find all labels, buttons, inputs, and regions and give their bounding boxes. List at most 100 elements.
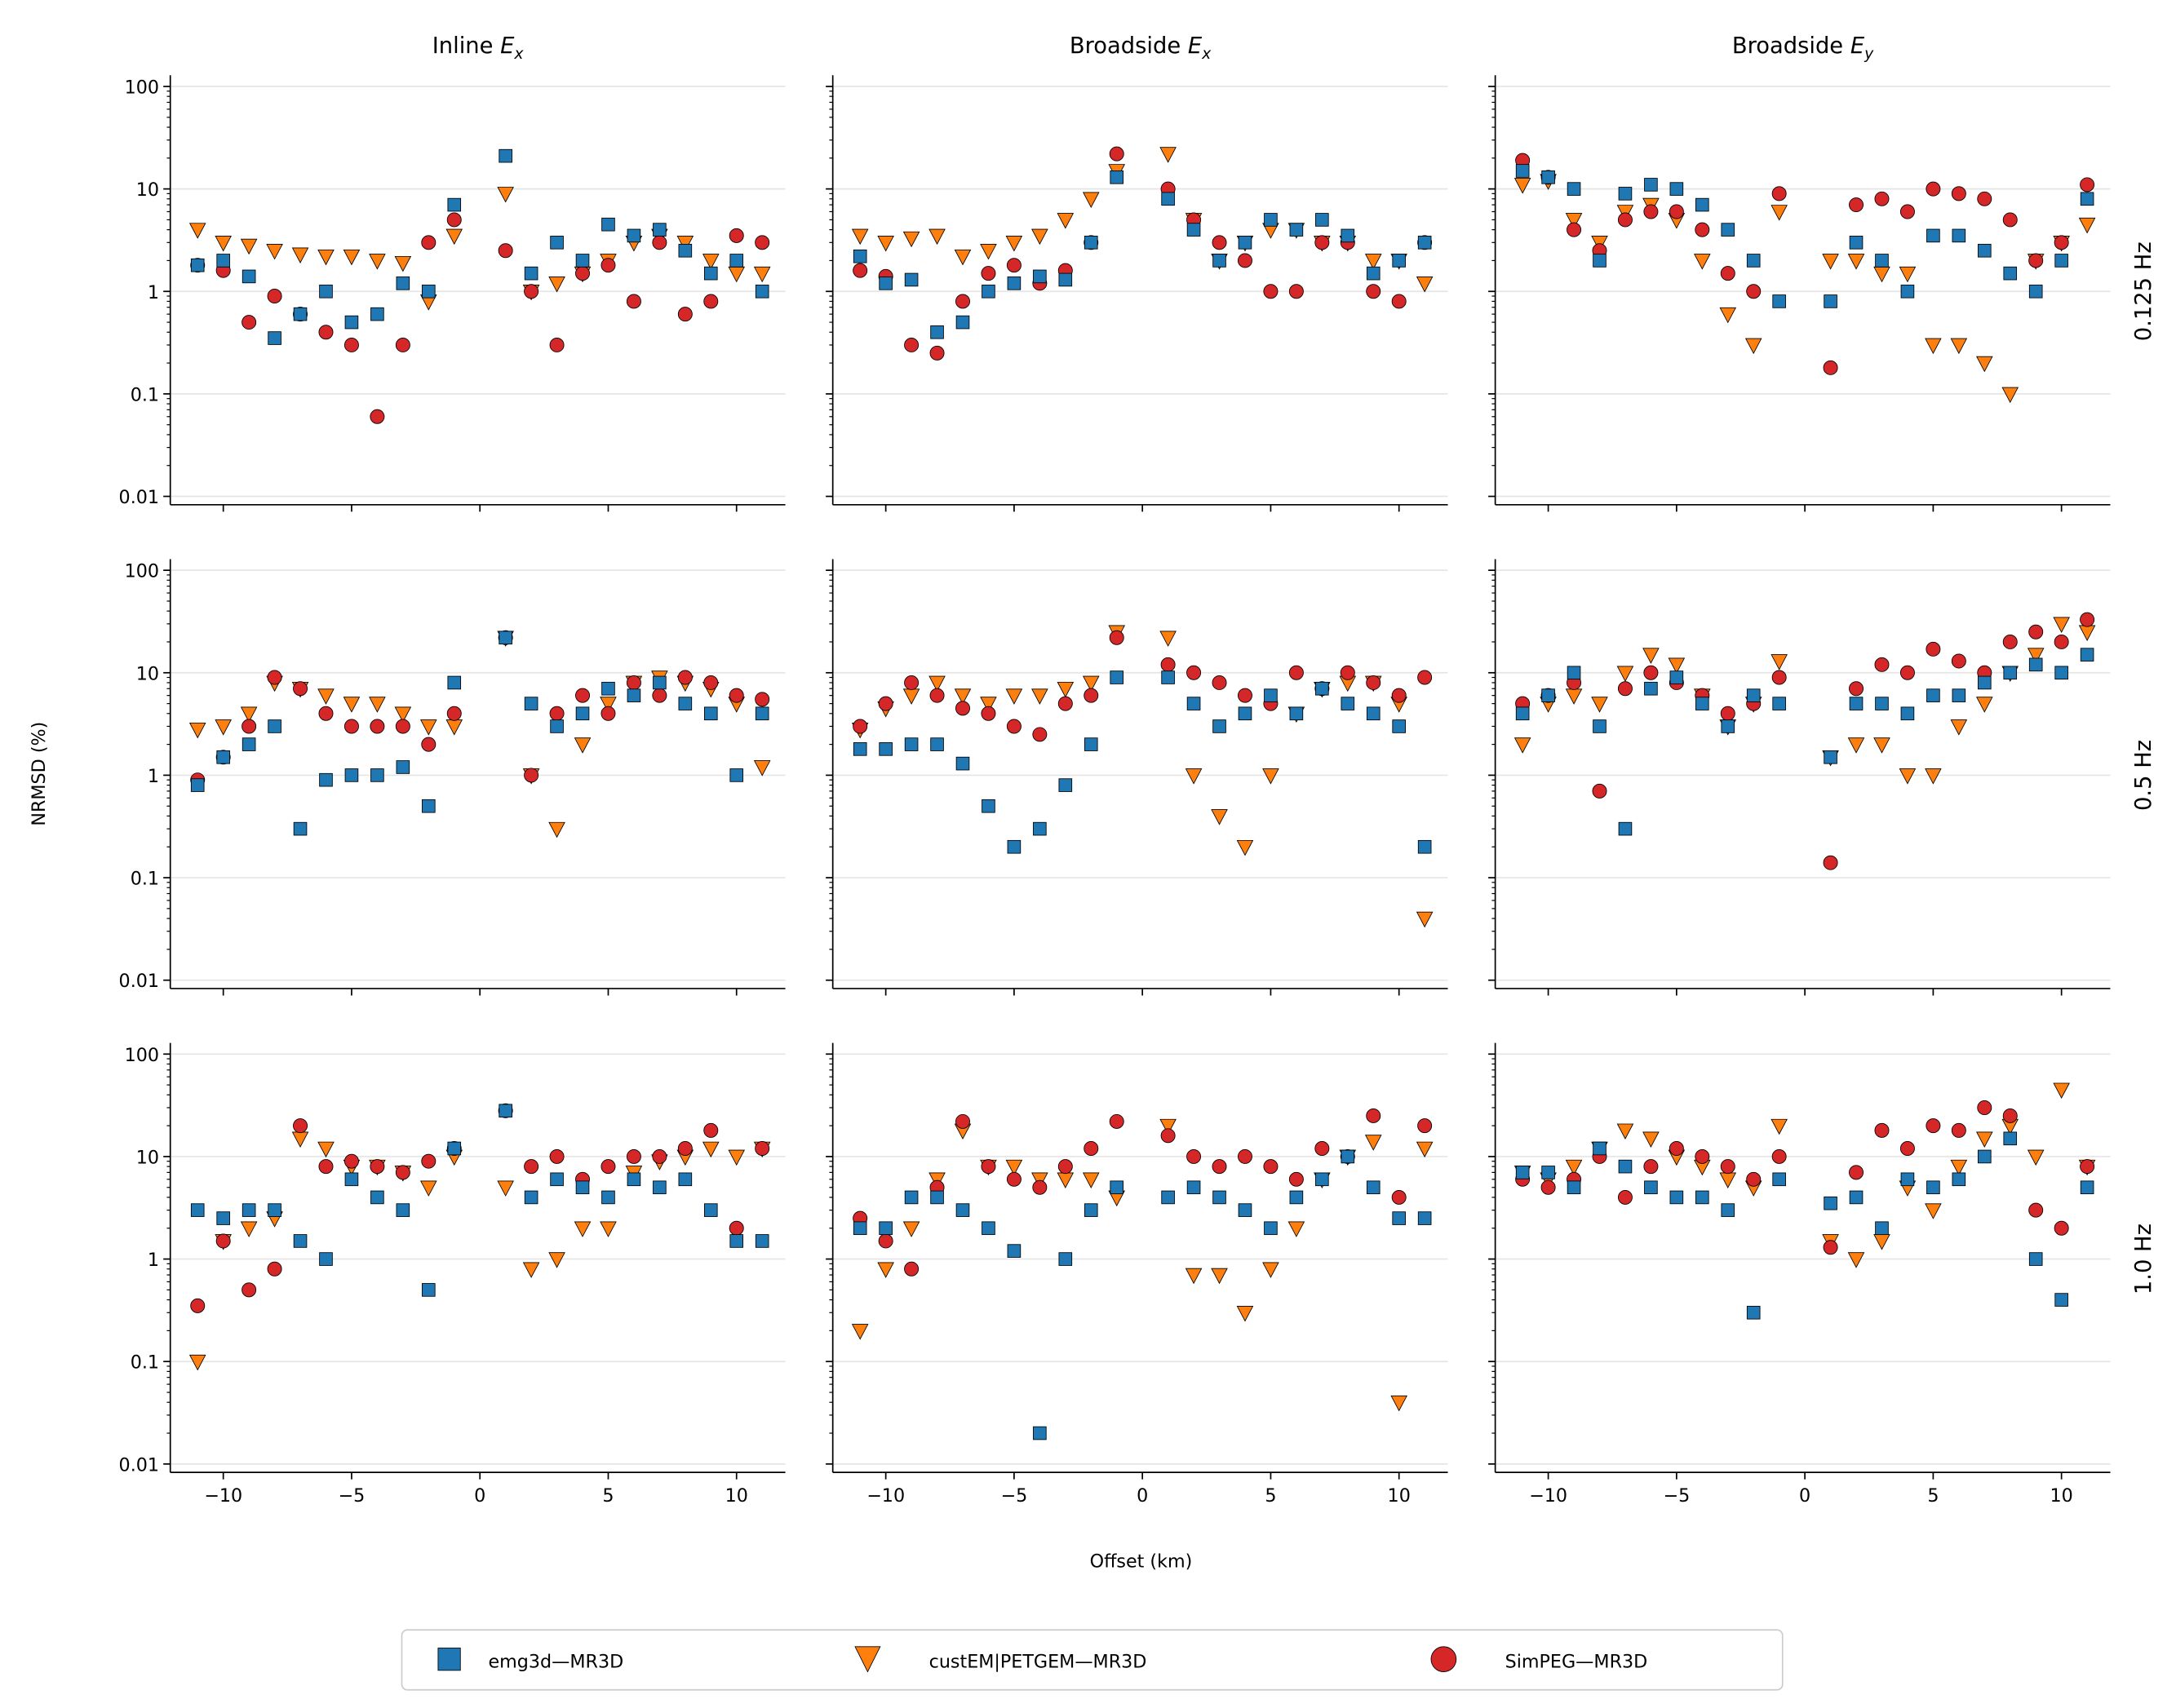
data-point-circle [1926, 1118, 1941, 1134]
data-point-square [1315, 681, 1329, 696]
data-point-square [729, 768, 744, 782]
data-point-circle [1746, 1171, 1762, 1187]
data-point-square [1161, 1190, 1175, 1205]
data-point-triangle-down [1822, 254, 1839, 270]
data-point-circle [1391, 1189, 1407, 1205]
data-point-triangle-down [522, 1262, 540, 1278]
data-point-triangle-down [1211, 1268, 1228, 1285]
data-point-square [755, 1234, 769, 1248]
data-point-square [1721, 1203, 1735, 1217]
data-point-circle [343, 337, 359, 352]
data-point-square [1212, 1190, 1226, 1205]
data-point-triangle-down [1950, 1159, 1968, 1176]
data-point-triangle-down [1005, 1159, 1023, 1176]
x-tick-label: −5 [1663, 1485, 1690, 1507]
data-point-triangle-down [240, 706, 258, 723]
data-point-circle [626, 675, 641, 690]
data-point-square [190, 1203, 205, 1217]
data-point-circle [703, 294, 719, 309]
data-point-circle [498, 243, 513, 259]
data-point-triangle-down [291, 1131, 309, 1148]
data-point-square [499, 631, 512, 645]
data-point-triangle-down [2027, 648, 2045, 664]
data-point-square [524, 1190, 538, 1205]
data-point-circle [1771, 1148, 1787, 1164]
data-point-square [396, 277, 410, 290]
data-point-square [879, 277, 893, 290]
data-point-circle [1212, 235, 1227, 250]
data-point-circle [1006, 719, 1022, 734]
data-point-square [1238, 236, 1252, 250]
data-point-triangle-down [1847, 254, 1865, 270]
y-tick-label: 100 [125, 77, 159, 99]
data-point-square [499, 148, 512, 163]
data-point-triangle-down [1236, 1305, 1254, 1322]
data-point-triangle-down [1031, 228, 1048, 246]
data-point-circle [1977, 1100, 1992, 1115]
data-point-triangle-down [753, 266, 771, 283]
data-point-square [1315, 1172, 1329, 1187]
data-point-triangle-down [1262, 1262, 1279, 1278]
data-point-square [1978, 1149, 1992, 1164]
data-point-square [2080, 192, 2094, 206]
data-point-triangle-down [902, 231, 920, 248]
data-point-triangle-down [2078, 625, 2096, 641]
data-point-square [190, 778, 205, 792]
legend-label: emg3d—MR3D [488, 1651, 623, 1672]
data-point-circle [755, 235, 770, 250]
x-tick-label: 10 [725, 1485, 748, 1507]
data-point-square [1515, 164, 1530, 178]
data-point-square [370, 768, 384, 782]
x-tick-label: 10 [2050, 1485, 2073, 1507]
data-point-triangle-down [1694, 254, 1711, 270]
data-point-triangle-down [877, 236, 894, 252]
y-tick-label: 0.1 [131, 384, 159, 405]
data-point-square [1110, 670, 1124, 684]
data-point-circle [575, 688, 590, 703]
data-point-triangle-down [420, 1180, 437, 1197]
data-point-triangle-down [1390, 1395, 1407, 1412]
data-point-triangle-down [728, 266, 746, 283]
data-point-circle [1391, 294, 1407, 309]
data-point-square [627, 688, 641, 702]
data-point-circle [370, 409, 385, 424]
data-point-square [1110, 170, 1124, 184]
data-point-triangle-down [1565, 1159, 1583, 1176]
data-point-circle [1849, 197, 1864, 213]
data-point-circle [652, 235, 667, 250]
data-point-circle [1057, 1159, 1073, 1175]
data-point-circle [2054, 235, 2069, 250]
y-tick-label: 0.01 [119, 1454, 159, 1476]
row-label: 0.125 Hz [2131, 241, 2156, 341]
data-point-circle [601, 1159, 616, 1175]
legend-label: custEM|PETGEM—MR3D [929, 1651, 1147, 1672]
data-point-triangle-down [1513, 178, 1531, 194]
legend-frame [401, 1629, 1784, 1691]
data-point-circle [2054, 634, 2069, 649]
data-point-square [293, 1234, 308, 1248]
data-point-square [2003, 266, 2018, 281]
data-point-square [853, 249, 867, 263]
data-point-circle [1669, 1141, 1684, 1156]
legend-marker-triangle-down [854, 1646, 881, 1673]
data-point-square [1978, 675, 1992, 690]
data-point-triangle-down [2001, 387, 2019, 404]
data-point-square [678, 697, 693, 710]
data-point-triangle-down [394, 706, 412, 723]
legend-marker-square [437, 1648, 461, 1671]
data-point-square [1212, 719, 1226, 733]
data-point-square [524, 697, 538, 710]
data-point-circle [1340, 665, 1355, 680]
data-point-square [1669, 1190, 1684, 1205]
data-point-circle [370, 719, 385, 734]
data-point-triangle-down [600, 697, 617, 713]
data-point-square [1695, 1190, 1709, 1205]
data-point-triangle-down [1057, 681, 1075, 698]
data-point-triangle-down [1847, 737, 1865, 754]
data-point-square [1084, 236, 1098, 250]
data-point-circle [1238, 253, 1252, 268]
data-point-square [1007, 1244, 1022, 1258]
data-point-square [904, 1190, 919, 1205]
data-point-square [524, 266, 538, 281]
data-point-circle [626, 294, 641, 309]
